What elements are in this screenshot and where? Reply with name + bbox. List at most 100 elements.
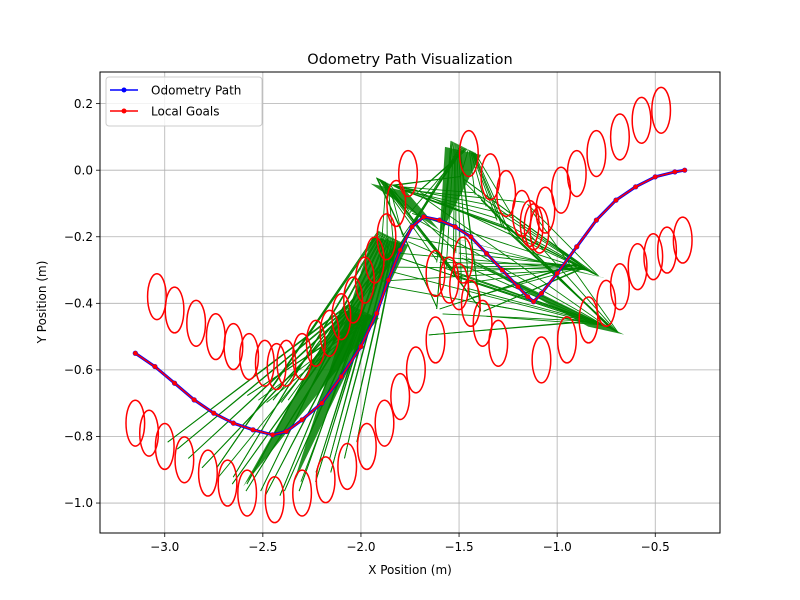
fan-ray <box>384 285 604 326</box>
local-goal-point <box>574 244 579 249</box>
x-axis-ticks: −3.0 −2.5 −2.0 −1.5 −1.0 −0.5 <box>150 533 670 554</box>
fan-ray <box>420 192 590 272</box>
local-goal-point <box>358 344 364 349</box>
x-tick-label: −0.5 <box>641 540 670 554</box>
fan-wedge <box>449 236 605 279</box>
series-layer <box>132 167 688 438</box>
x-tick-label: −1.5 <box>444 540 473 554</box>
x-axis-label: X Position (m) <box>368 563 452 577</box>
goal-ellipse <box>529 206 550 254</box>
x-tick-label: −2.5 <box>248 540 277 554</box>
local-goal-point <box>133 351 138 356</box>
fan-ray <box>167 304 351 443</box>
goal-ellipses <box>125 86 693 524</box>
legend-local-goals-label: Local Goals <box>151 105 220 119</box>
fan-ray <box>187 306 355 459</box>
local-goal-point <box>594 217 599 223</box>
x-tick-label: −1.0 <box>543 540 572 554</box>
local-goal-point <box>191 397 197 403</box>
local-goal-point <box>284 429 289 434</box>
goal-ellipse <box>672 216 693 264</box>
goal-ellipse <box>472 299 493 347</box>
local-goal-point <box>500 267 505 273</box>
goal-ellipse <box>223 322 244 371</box>
goal-ellipse <box>578 296 599 344</box>
goal-ellipse-group <box>146 129 550 391</box>
goal-ellipse <box>264 476 285 524</box>
goal-ellipse <box>174 436 195 484</box>
y-tick-label: 0.0 <box>74 163 93 177</box>
goal-ellipse <box>425 249 446 298</box>
goal-ellipse <box>566 149 587 198</box>
goal-ellipse <box>488 319 509 367</box>
local-goal-point <box>250 427 256 433</box>
local-goal-point <box>152 364 158 369</box>
goal-ellipse <box>374 399 395 447</box>
legend-odometry-label: Odometry Path <box>151 84 241 98</box>
fan-ray <box>423 197 610 329</box>
goal-ellipse <box>386 179 407 228</box>
local-goal-point <box>653 174 658 180</box>
goal-ellipse <box>460 279 481 328</box>
fan-ray <box>428 320 596 336</box>
local-goal-point <box>299 417 305 423</box>
goal-ellipse <box>631 96 652 144</box>
goal-ellipse <box>217 459 238 507</box>
local-goal-point <box>468 234 474 239</box>
goal-ellipse <box>254 339 275 387</box>
local-goals-series <box>133 167 687 438</box>
fan-ray <box>474 152 514 219</box>
goal-ellipse <box>186 299 207 347</box>
fan-ray <box>472 151 506 230</box>
y-tick-label: 0.2 <box>74 97 93 111</box>
fan-ray <box>527 203 599 277</box>
fan-ray <box>412 213 589 272</box>
legend-local-goals-marker <box>121 108 127 114</box>
goal-ellipse <box>609 263 631 311</box>
goal-ellipse <box>523 203 544 251</box>
goal-ellipse <box>656 226 678 274</box>
goal-ellipse <box>125 399 146 447</box>
fan-ray <box>378 182 387 280</box>
goal-ellipse <box>496 169 517 218</box>
fan-ray <box>398 188 510 231</box>
goal-ellipse <box>519 199 540 248</box>
y-tick-label: −0.2 <box>64 230 93 244</box>
goal-ellipse <box>405 346 426 394</box>
fan-ray <box>392 176 461 187</box>
local-goal-point <box>270 432 275 438</box>
local-goal-point <box>397 247 403 253</box>
fan-ray <box>394 186 487 205</box>
local-goal-point <box>554 271 560 276</box>
goal-ellipse <box>138 409 160 457</box>
goal-ellipse-group <box>125 236 552 524</box>
local-goal-point <box>231 420 236 426</box>
fan-ray <box>414 218 609 329</box>
local-goal-point <box>409 224 415 229</box>
local-goal-point <box>386 277 391 283</box>
goal-ellipse <box>292 469 313 517</box>
local-goal-point <box>319 400 324 406</box>
goal-ellipse-group <box>535 86 672 234</box>
fan-ray <box>399 188 514 217</box>
goal-ellipse <box>556 316 578 364</box>
plot-frame <box>99 71 721 534</box>
local-goal-point <box>613 197 619 203</box>
goal-ellipse <box>448 263 470 311</box>
local-goal-point <box>374 311 379 316</box>
goal-ellipse <box>154 422 175 471</box>
goal-ellipse <box>239 332 260 381</box>
y-tick-label: −0.6 <box>64 363 93 377</box>
local-goal-point <box>672 169 678 175</box>
fan-ray <box>442 313 597 323</box>
local-goal-point <box>339 374 344 379</box>
y-tick-label: −0.8 <box>64 430 93 444</box>
legend-box <box>105 76 263 127</box>
y-axis-ticks: 0.2 0.0 −0.2 −0.4 −0.6 −0.8 −1.0 <box>64 97 100 510</box>
y-tick-label: −0.4 <box>64 297 93 311</box>
local-goal-point <box>682 167 687 173</box>
local-goal-point <box>633 184 638 190</box>
fan-ray <box>473 152 510 233</box>
fan-ray <box>216 231 381 469</box>
